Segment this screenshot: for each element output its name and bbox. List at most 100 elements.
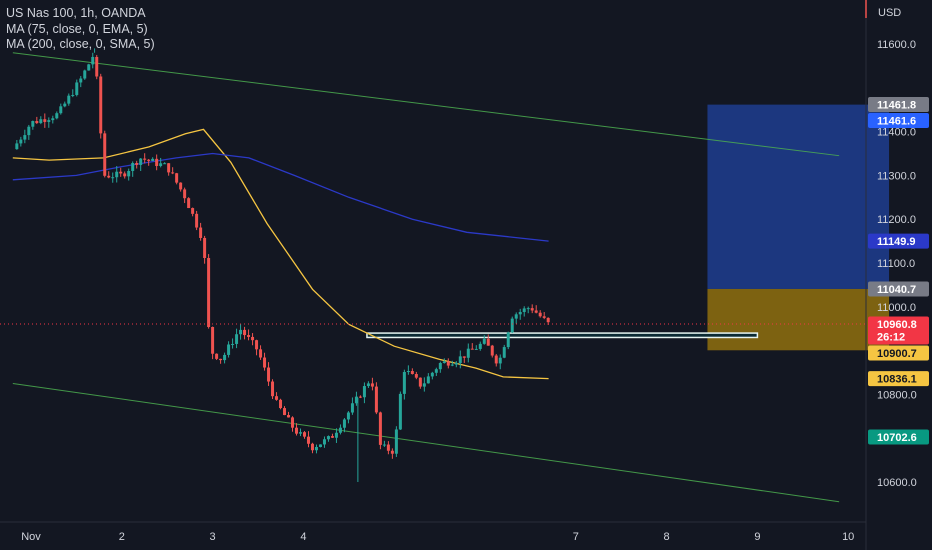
- candle-122: [502, 344, 506, 359]
- candle-body: [203, 237, 207, 258]
- candle-24: [111, 172, 115, 183]
- candle-4: [31, 120, 35, 130]
- y-tick-label: 11200.0: [877, 214, 916, 226]
- candle-125: [514, 312, 518, 324]
- candle-3: [27, 124, 31, 140]
- candle-18: [87, 63, 91, 71]
- candle-48: [207, 254, 211, 329]
- candle-body: [518, 312, 522, 315]
- candle-body: [247, 335, 251, 337]
- sma200-line: [12, 152, 549, 242]
- candle-26: [119, 167, 123, 177]
- candle-7: [43, 113, 47, 128]
- candle-127: [522, 306, 526, 317]
- candle-body: [498, 357, 502, 364]
- candle-71: [298, 428, 302, 437]
- candle-body: [322, 439, 326, 445]
- candle-81: [338, 424, 342, 435]
- candle-58: [247, 329, 251, 341]
- candle-45: [195, 210, 199, 231]
- candle-89: [370, 377, 374, 391]
- candle-body: [446, 361, 450, 366]
- candle-body: [123, 173, 127, 177]
- candle-body: [259, 349, 263, 358]
- x-tick-label: 3: [210, 531, 216, 543]
- symbol-title[interactable]: US Nas 100, 1h, OANDA: [6, 6, 146, 20]
- candle-body: [414, 374, 418, 378]
- price-tags: 11461.8 11461.6 11149.9 11040.7 10960.826:12…: [868, 97, 929, 445]
- chart-legend: US Nas 100, 1h, OANDA MA (75, close, 0, …: [6, 6, 155, 53]
- candle-83: [346, 411, 350, 424]
- candle-body: [43, 119, 47, 122]
- candle-body: [334, 432, 338, 438]
- price-tag: 11461.6: [868, 113, 929, 129]
- candle-49: [211, 326, 215, 360]
- candle-body: [398, 393, 402, 430]
- candle-body: [354, 396, 358, 404]
- candle-body: [342, 419, 346, 428]
- candle-97: [402, 369, 406, 400]
- candle-body: [231, 343, 235, 345]
- candle-38: [167, 163, 171, 176]
- candle-body: [490, 345, 494, 356]
- y-tick-label: 11100.0: [877, 258, 915, 270]
- x-tick-label: 9: [754, 531, 760, 543]
- candle-51: [219, 358, 223, 364]
- candle-body: [434, 369, 438, 373]
- candle-132: [542, 312, 546, 320]
- candle-92: [382, 440, 386, 447]
- candle-body: [422, 383, 426, 387]
- candle-95: [394, 426, 398, 457]
- candle-body: [538, 312, 542, 317]
- candle-body: [227, 344, 231, 355]
- candle-body: [466, 348, 470, 358]
- candle-body: [330, 436, 334, 438]
- price-tag-value: 11040.7: [877, 284, 916, 296]
- candle-body: [366, 383, 370, 387]
- candle-87: [362, 382, 366, 404]
- candle-body: [107, 175, 111, 178]
- candle-72: [302, 431, 306, 439]
- candle-6: [39, 116, 43, 125]
- candle-57: [243, 326, 247, 340]
- candle-body: [283, 408, 287, 416]
- candle-105: [434, 367, 438, 376]
- candle-27: [123, 171, 127, 179]
- sma-indicator-label[interactable]: MA (200, close, 0, SMA, 5): [6, 37, 155, 51]
- candle-56: [239, 323, 243, 340]
- candle-75: [314, 444, 318, 454]
- candlestick-series: [15, 48, 550, 482]
- candle-116: [478, 341, 482, 351]
- candle-5: [35, 116, 39, 125]
- ema75-line: [12, 128, 549, 380]
- candle-17: [83, 69, 87, 80]
- candle-16: [79, 76, 83, 88]
- candle-body: [478, 343, 482, 349]
- candle-body: [111, 177, 115, 179]
- candle-78: [326, 435, 330, 442]
- candle-32: [143, 153, 147, 164]
- candle-20: [95, 54, 99, 80]
- candle-body: [99, 76, 103, 134]
- candle-body: [346, 412, 350, 420]
- candle-body: [502, 347, 506, 358]
- candle-body: [302, 432, 306, 437]
- price-tag-bg: [868, 281, 929, 297]
- candle-93: [386, 441, 390, 455]
- candle-52: [223, 352, 227, 364]
- candle-body: [51, 118, 55, 121]
- candle-12: [63, 101, 67, 108]
- ema-indicator-label[interactable]: MA (75, close, 0, EMA, 5): [6, 21, 148, 36]
- candle-body: [534, 310, 538, 313]
- target-zone: [707, 104, 890, 289]
- candle-124: [510, 316, 514, 334]
- price-tag-countdown: 26:12: [877, 331, 905, 343]
- candle-107: [442, 358, 446, 364]
- x-tick-label: 8: [664, 531, 670, 543]
- candle-41: [179, 182, 183, 192]
- candle-84: [350, 397, 354, 415]
- candle-86: [358, 395, 362, 399]
- candle-33: [147, 158, 151, 166]
- candle-106: [438, 361, 442, 373]
